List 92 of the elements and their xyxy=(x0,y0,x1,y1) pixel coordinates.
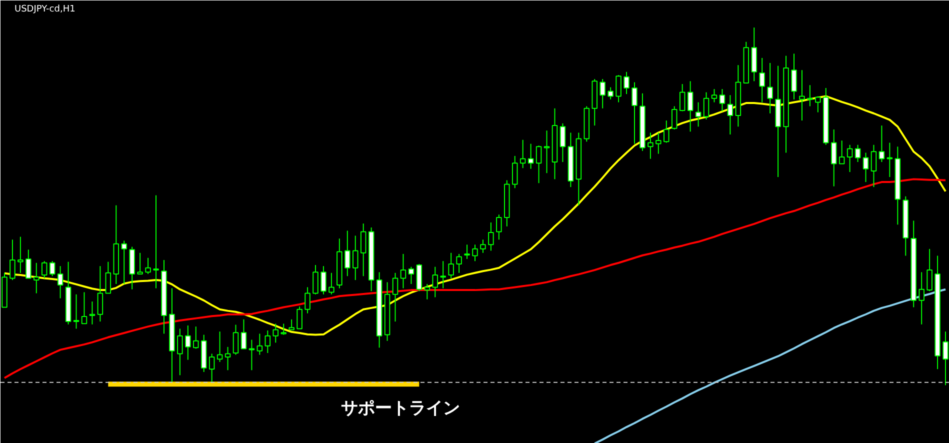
candlestick xyxy=(679,84,686,112)
candlestick xyxy=(177,328,183,376)
candlestick xyxy=(671,106,678,130)
candlestick xyxy=(97,266,104,322)
candlestick xyxy=(648,132,654,160)
candlestick xyxy=(400,253,406,289)
candlestick xyxy=(448,252,454,279)
chart-title: USDJPY-cd,H1 xyxy=(14,4,76,14)
candlestick xyxy=(703,92,710,120)
candlestick xyxy=(942,331,948,386)
candlestick xyxy=(344,230,350,277)
candlestick xyxy=(432,266,438,298)
candlestick xyxy=(312,264,318,295)
candlestick xyxy=(81,292,88,324)
candlestick xyxy=(296,306,302,330)
candlestick xyxy=(632,82,638,144)
candlestick xyxy=(656,132,662,154)
candlestick xyxy=(456,253,462,274)
candlestick xyxy=(232,324,239,356)
text: サポートライン xyxy=(341,398,460,418)
candlestick xyxy=(664,120,670,144)
candlestick xyxy=(408,266,414,284)
candlestick xyxy=(320,266,326,295)
candlestick xyxy=(496,214,502,240)
candlestick xyxy=(352,235,358,281)
candlestick xyxy=(392,272,398,322)
candlestick xyxy=(830,128,837,187)
candlestick xyxy=(536,145,542,184)
candlestick xyxy=(49,260,56,277)
candlestick xyxy=(608,86,614,100)
candlestick xyxy=(886,142,893,178)
candlestick xyxy=(73,294,80,330)
candlestick xyxy=(624,71,630,95)
candlestick xyxy=(328,272,334,295)
candlestick xyxy=(846,144,853,173)
candlestick xyxy=(528,143,534,170)
candlestick xyxy=(440,260,446,289)
candlestick xyxy=(560,122,566,163)
candlestick xyxy=(815,96,821,113)
candlestick xyxy=(360,223,366,277)
candlestick xyxy=(600,78,606,109)
candlestick xyxy=(264,330,271,354)
candlestick xyxy=(464,244,470,260)
candlestick xyxy=(10,239,16,281)
candlestick xyxy=(121,240,127,284)
candlestick xyxy=(89,301,96,325)
candlestick xyxy=(288,318,294,330)
candlestick xyxy=(926,248,932,292)
candlestick xyxy=(544,130,550,174)
candlestick xyxy=(759,57,765,103)
candlestick xyxy=(256,333,263,356)
candlestick xyxy=(192,326,199,350)
candlestick xyxy=(472,244,478,262)
candlestick xyxy=(616,74,622,103)
candlestick xyxy=(185,324,191,360)
candlestick xyxy=(216,331,223,362)
candlestick xyxy=(424,283,430,300)
candlestick xyxy=(711,88,718,103)
candlestick xyxy=(105,261,112,294)
candlestick xyxy=(520,139,526,169)
candlestick xyxy=(480,239,486,254)
candlestick xyxy=(695,102,702,128)
candlestick xyxy=(870,144,877,188)
candlestick xyxy=(240,318,247,350)
candlestick xyxy=(512,155,518,189)
candlestick xyxy=(145,257,151,274)
candlestick xyxy=(687,80,694,132)
candlestick xyxy=(137,252,143,274)
candlestick xyxy=(488,222,494,252)
candlestick xyxy=(791,53,797,100)
candlestick xyxy=(208,353,215,383)
candlestick xyxy=(26,249,32,279)
candlestick xyxy=(41,260,48,279)
candlestick xyxy=(862,152,869,183)
candlestick xyxy=(280,323,286,336)
candlestick xyxy=(854,144,861,163)
candlestick xyxy=(719,88,726,112)
candlestick xyxy=(248,339,255,371)
candlestick xyxy=(727,94,734,135)
candlestick xyxy=(272,323,279,344)
candlestick xyxy=(878,125,885,163)
candlestick xyxy=(57,266,64,299)
candlestick xyxy=(767,62,773,114)
candlestick xyxy=(838,140,845,164)
candlestick xyxy=(153,194,159,289)
candlestick xyxy=(224,346,231,371)
candlestick xyxy=(799,70,805,122)
candlestick xyxy=(18,236,24,274)
candlestick xyxy=(33,262,40,294)
candlestick xyxy=(807,84,813,107)
candlestick xyxy=(304,286,310,314)
candlestick xyxy=(918,272,924,325)
